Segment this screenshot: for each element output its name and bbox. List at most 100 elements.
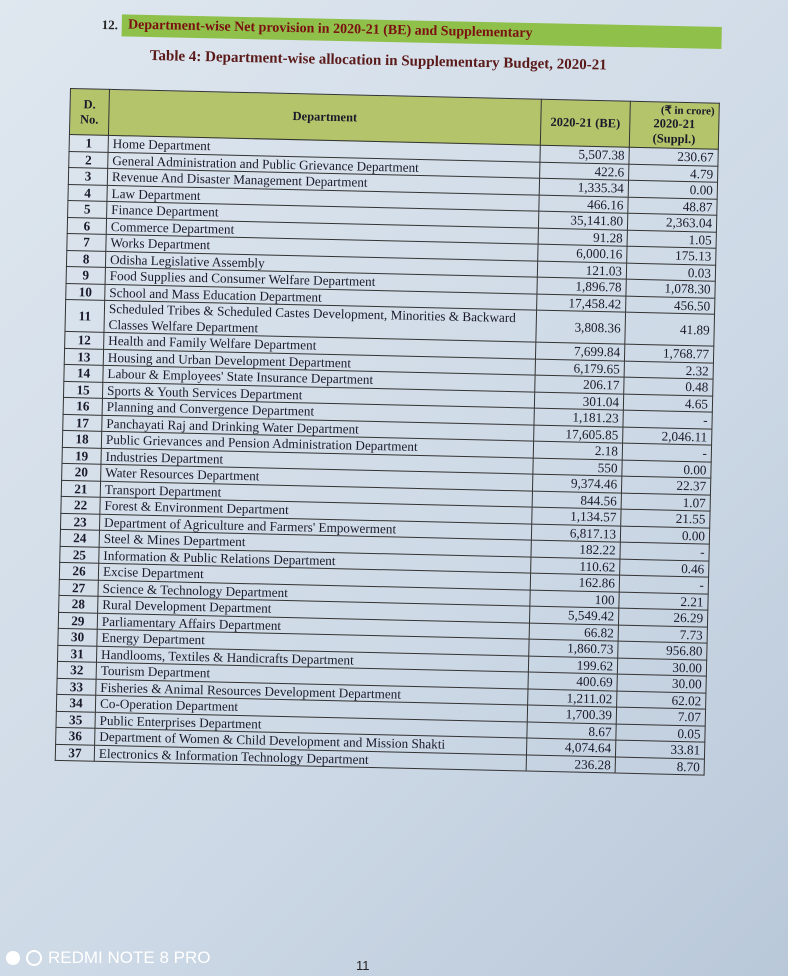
- be-value: 1,860.73: [528, 639, 619, 658]
- dept-no: 20: [61, 463, 101, 481]
- suppl-value: 2,363.04: [627, 213, 717, 232]
- suppl-value: 1.07: [621, 492, 711, 512]
- be-value: 6,817.13: [531, 523, 621, 543]
- be-value: 1,335.34: [539, 178, 629, 197]
- be-value: 121.03: [537, 260, 627, 280]
- suppl-value: 0.05: [615, 723, 706, 743]
- be-value: 91.28: [538, 227, 628, 247]
- suppl-value: 1,078.30: [625, 279, 716, 298]
- col-be: 2020-21 (BE): [540, 99, 631, 148]
- be-value: 3,808.36: [535, 310, 626, 345]
- dept-no: 25: [59, 545, 100, 564]
- dept-no: 13: [64, 347, 104, 366]
- be-value: 35,141.80: [538, 211, 628, 230]
- suppl-value: 0.48: [623, 377, 714, 396]
- be-value: 110.62: [530, 556, 620, 576]
- suppl-value: 33.81: [615, 740, 705, 759]
- be-value: 162.86: [530, 573, 620, 592]
- suppl-value: 0.00: [620, 525, 710, 545]
- be-value: 301.04: [534, 391, 624, 411]
- dept-no: 12: [64, 331, 104, 349]
- be-value: 400.69: [527, 672, 618, 691]
- dept-no: 28: [58, 595, 98, 613]
- dept-no: 21: [61, 479, 101, 498]
- dept-no: 29: [58, 611, 98, 630]
- camera-ring-icon: [26, 950, 42, 966]
- be-value: 4,074.64: [526, 738, 616, 757]
- dept-no: 18: [62, 430, 102, 448]
- dept-no: 22: [60, 496, 101, 514]
- dept-no: 33: [56, 677, 97, 696]
- dept-no: 8: [66, 249, 106, 268]
- dept-no: 32: [57, 661, 97, 679]
- suppl-value: 22.37: [621, 476, 711, 495]
- be-value: 550: [532, 457, 623, 477]
- dept-no: 17: [62, 413, 103, 432]
- dept-no: 31: [57, 644, 97, 663]
- suppl-value: 30.00: [617, 657, 707, 677]
- dept-no: 7: [66, 233, 107, 251]
- dept-no: 23: [60, 512, 100, 531]
- suppl-value: 7.07: [616, 707, 706, 726]
- be-value: 66.82: [529, 622, 619, 642]
- unit-label: (₹ in crore): [660, 104, 715, 118]
- suppl-value: 8.70: [615, 756, 705, 776]
- suppl-value: 7.73: [618, 624, 708, 644]
- be-value: 8.67: [526, 721, 617, 741]
- suppl-value: -: [622, 410, 713, 429]
- dept-no: 11: [64, 299, 105, 333]
- be-value: 6,179.65: [535, 358, 625, 378]
- be-value: 199.62: [528, 655, 618, 675]
- be-value: 5,507.38: [539, 145, 630, 164]
- camera-dot-icon: [6, 951, 20, 965]
- suppl-value: 4.79: [628, 163, 718, 183]
- suppl-value: 41.89: [624, 312, 715, 347]
- dept-no: 35: [55, 710, 96, 729]
- section-heading: 12. Department-wise Net provision in 202…: [102, 14, 722, 49]
- be-value: 844.56: [532, 490, 622, 510]
- be-value: 17,605.85: [533, 424, 623, 444]
- suppl-value: 0.46: [619, 558, 709, 578]
- col-no: D. No.: [69, 88, 110, 136]
- allocation-table: D. No. Department 2020-21 (BE) (₹ in cro…: [55, 88, 720, 776]
- suppl-value: 175.13: [626, 246, 717, 265]
- suppl-value: -: [619, 575, 709, 594]
- dept-no: 15: [63, 380, 103, 399]
- be-value: 466.16: [538, 194, 629, 214]
- dept-no: 19: [61, 446, 102, 465]
- section-title: Department-wise Net provision in 2020-21…: [121, 14, 722, 49]
- dept-no: 3: [68, 167, 108, 185]
- page-number: 11: [356, 958, 370, 973]
- be-value: 5,549.42: [529, 606, 619, 625]
- suppl-value: -: [619, 542, 710, 561]
- dept-no: 16: [63, 397, 103, 415]
- suppl-value: 21.55: [620, 509, 711, 528]
- suppl-value: -: [622, 443, 712, 462]
- be-value: 6,000.16: [537, 244, 628, 263]
- dept-no: 1: [69, 134, 109, 152]
- be-value: 9,374.46: [532, 474, 622, 493]
- suppl-value: 2.32: [624, 360, 714, 380]
- be-value: 236.28: [526, 754, 616, 774]
- suppl-value: 1,768.77: [624, 344, 714, 363]
- dept-no: 37: [55, 743, 95, 762]
- be-value: 1,181.23: [533, 408, 624, 427]
- section-number: 12.: [101, 16, 119, 33]
- suppl-value: 0.00: [628, 180, 718, 199]
- be-value: 206.17: [534, 375, 625, 394]
- col-suppl-label: 2020-21 (Suppl.): [652, 116, 696, 147]
- table-title: Table 4: Department-wise allocation in S…: [149, 48, 607, 74]
- dept-no: 6: [67, 216, 107, 235]
- be-value: 7,699.84: [535, 342, 625, 361]
- suppl-value: 48.87: [627, 196, 718, 216]
- dept-no: 9: [66, 266, 106, 284]
- suppl-value: 1.05: [627, 229, 717, 249]
- be-value: 422.6: [539, 161, 629, 181]
- be-value: 1,896.78: [536, 277, 627, 296]
- col-suppl: (₹ in crore) 2020-21 (Suppl.): [629, 101, 720, 150]
- be-value: 1,700.39: [527, 705, 617, 724]
- dept-no: 36: [55, 727, 95, 745]
- suppl-value: 4.65: [623, 393, 713, 413]
- suppl-value: 956.80: [617, 641, 708, 660]
